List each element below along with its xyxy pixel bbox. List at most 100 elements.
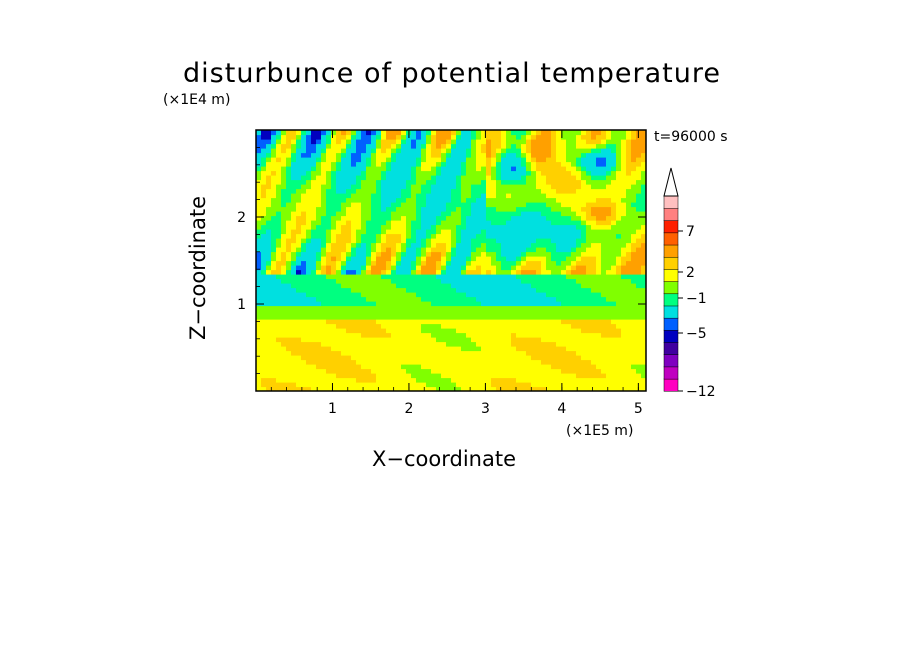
contour-cell <box>471 242 477 248</box>
contour-cell <box>426 287 432 293</box>
contour-cell <box>556 238 562 244</box>
contour-cell <box>636 229 642 235</box>
contour-cell <box>501 341 507 347</box>
contour-cell <box>351 337 357 343</box>
contour-cell <box>406 229 412 235</box>
contour-cell <box>531 247 537 253</box>
contour-cell <box>326 215 332 221</box>
contour-cell <box>536 242 542 248</box>
contour-cell <box>316 350 322 356</box>
contour-cell <box>536 157 542 163</box>
contour-cell <box>516 206 522 212</box>
contour-cell <box>521 152 527 158</box>
contour-cell <box>536 179 542 185</box>
contour-cell <box>391 265 397 271</box>
contour-cell <box>546 170 552 176</box>
contour-cell <box>271 197 277 203</box>
contour-cell <box>261 229 267 235</box>
contour-cell <box>571 373 577 379</box>
contour-cell <box>316 332 322 338</box>
contour-cell <box>316 283 322 289</box>
contour-cell <box>336 386 342 391</box>
contour-cell <box>376 188 382 194</box>
contour-cell <box>361 139 367 145</box>
contour-cell <box>266 229 272 235</box>
contour-cell <box>541 328 547 334</box>
contour-cell <box>271 238 277 244</box>
contour-cell <box>351 265 357 271</box>
contour-cell <box>261 368 267 374</box>
contour-cell <box>366 242 372 248</box>
contour-cell <box>591 269 597 275</box>
contour-cell <box>536 355 542 361</box>
contour-cell <box>471 350 477 356</box>
contour-cell <box>446 283 452 289</box>
contour-cell <box>411 139 417 145</box>
contour-cell <box>491 368 497 374</box>
contour-cell <box>466 332 472 338</box>
contour-cell <box>296 386 302 391</box>
contour-cell <box>316 130 322 136</box>
contour-cell <box>581 157 587 163</box>
contour-cell <box>516 359 522 365</box>
contour-cell <box>401 382 407 388</box>
contour-cell <box>271 157 277 163</box>
contour-cell <box>441 170 447 176</box>
contour-cell <box>551 193 557 199</box>
contour-cell <box>256 296 262 302</box>
contour-cell <box>446 359 452 365</box>
contour-cell <box>306 278 312 284</box>
contour-cell <box>591 220 597 226</box>
contour-cell <box>331 314 337 320</box>
contour-cell <box>606 373 612 379</box>
contour-cell <box>631 377 637 383</box>
contour-cell <box>576 368 582 374</box>
contour-cell <box>346 373 352 379</box>
contour-cell <box>641 265 646 271</box>
contour-cell <box>551 332 557 338</box>
contour-cell <box>566 130 572 136</box>
contour-cell <box>626 220 632 226</box>
contour-cell <box>461 166 467 172</box>
contour-cell <box>441 301 447 307</box>
contour-cell <box>391 274 397 280</box>
contour-cell <box>591 332 597 338</box>
contour-cell <box>606 278 612 284</box>
contour-cell <box>511 319 517 325</box>
contour-cell <box>621 179 627 185</box>
contour-cell <box>596 188 602 194</box>
contour-cell <box>266 274 272 280</box>
contour-cell <box>461 274 467 280</box>
contour-cell <box>376 238 382 244</box>
contour-cell <box>601 346 607 352</box>
contour-cell <box>461 296 467 302</box>
contour-cell <box>406 161 412 167</box>
contour-cell <box>441 130 447 136</box>
contour-cell <box>266 346 272 352</box>
contour-cell <box>566 139 572 145</box>
contour-cell <box>366 202 372 208</box>
contour-cell <box>521 206 527 212</box>
contour-cell <box>496 337 502 343</box>
contour-cell <box>416 337 422 343</box>
contour-cell <box>641 139 646 145</box>
contour-cell <box>301 328 307 334</box>
contour-cell <box>396 368 402 374</box>
contour-cell <box>301 247 307 253</box>
contour-cell <box>266 130 272 136</box>
contour-cell <box>406 328 412 334</box>
contour-cell <box>626 296 632 302</box>
contour-cell <box>616 337 622 343</box>
contour-cell <box>431 386 437 391</box>
contour-cell <box>336 332 342 338</box>
contour-cell <box>601 373 607 379</box>
contour-cell <box>491 251 497 257</box>
contour-cell <box>496 197 502 203</box>
contour-cell <box>276 197 282 203</box>
contour-cell <box>461 148 467 154</box>
contour-cell <box>461 229 467 235</box>
contour-cell <box>461 278 467 284</box>
contour-cell <box>271 166 277 172</box>
contour-cell <box>531 251 537 257</box>
